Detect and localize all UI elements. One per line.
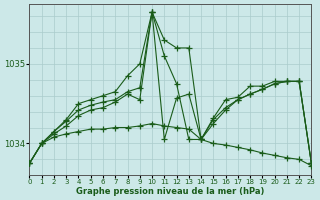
X-axis label: Graphe pression niveau de la mer (hPa): Graphe pression niveau de la mer (hPa) <box>76 187 265 196</box>
